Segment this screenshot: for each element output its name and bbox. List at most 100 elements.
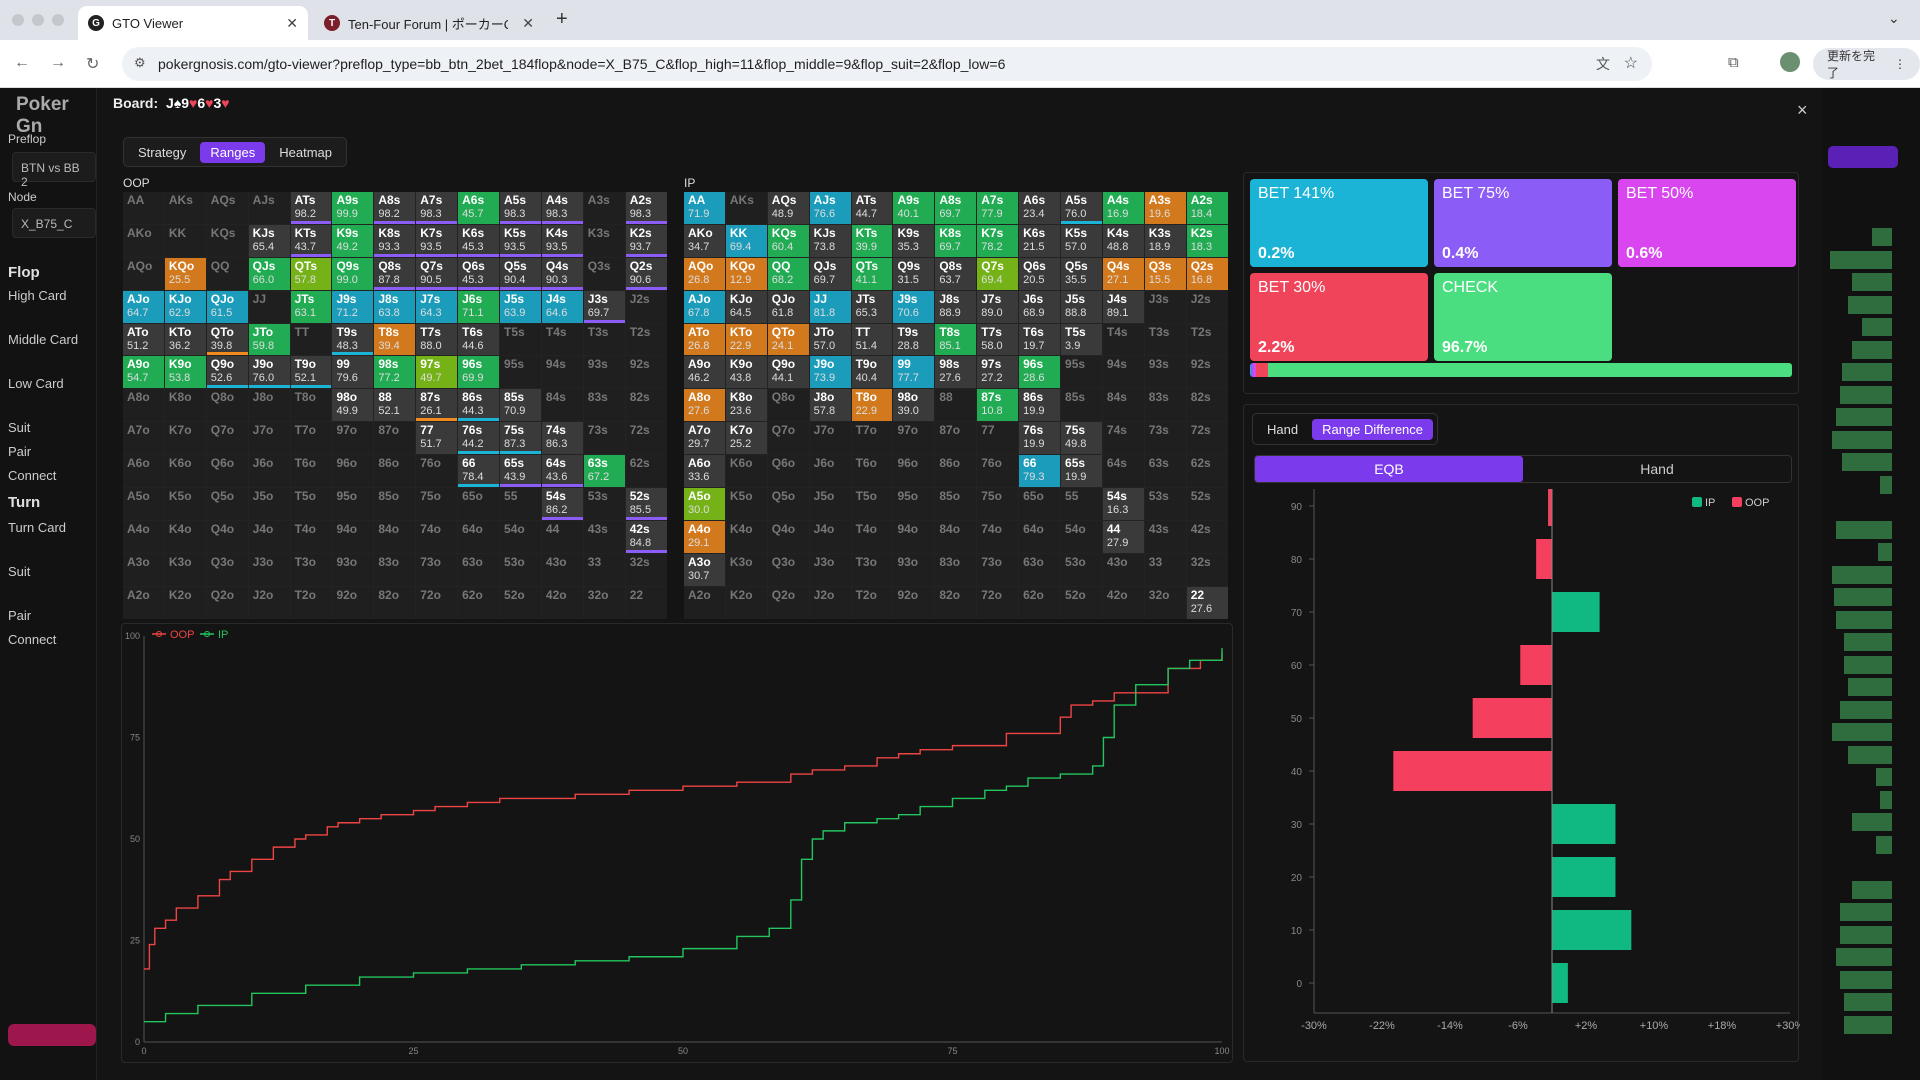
range-cell-52s[interactable]: 52s 85.5 — [625, 488, 667, 520]
range-cell-Q4s[interactable]: Q4s 27.1 — [1102, 257, 1144, 290]
range-cell-A8s[interactable]: A8s 69.7 — [935, 192, 977, 224]
range-cell-J2s[interactable]: J2s — [1186, 290, 1228, 323]
range-cell-Q8o[interactable]: Q8o — [767, 389, 809, 422]
range-cell-QJs[interactable]: QJs 66.0 — [248, 257, 290, 290]
range-cell-T7o[interactable]: T7o — [290, 422, 332, 455]
extensions-puzzle-icon[interactable]: ⧉ — [1728, 54, 1739, 71]
range-cell-K9s[interactable]: K9s 35.3 — [893, 224, 935, 257]
range-cell-98s[interactable]: 98s 27.6 — [935, 356, 977, 389]
range-cell-K4o[interactable]: K4o — [725, 520, 767, 553]
range-cell-AA[interactable]: AA — [123, 192, 164, 224]
range-cell-Q7s[interactable]: Q7s 90.5 — [416, 257, 458, 290]
range-cell-A5s[interactable]: A5s 76.0 — [1061, 192, 1102, 224]
range-cell-86s[interactable]: 86s 44.3 — [458, 389, 500, 422]
range-cell-Q8o[interactable]: Q8o — [206, 389, 248, 422]
range-cell-T2o[interactable]: T2o — [290, 586, 332, 619]
range-cell-T6s[interactable]: T6s 19.7 — [1019, 323, 1061, 356]
range-cell-95s[interactable]: 95s — [1061, 356, 1102, 389]
range-cell-J7s[interactable]: J7s 89.0 — [977, 290, 1019, 323]
range-cell-74s[interactable]: 74s 86.3 — [541, 422, 583, 455]
range-cell-96o[interactable]: 96o — [893, 455, 935, 488]
range-cell-KK[interactable]: KK — [164, 224, 206, 257]
range-cell-32s[interactable]: 32s — [625, 553, 667, 586]
range-cell-A9o[interactable]: A9o 46.2 — [684, 356, 725, 389]
range-cell-T6s[interactable]: T6s 44.6 — [458, 323, 500, 356]
range-cell-52o[interactable]: 52o — [1061, 586, 1102, 619]
range-cell-AQo[interactable]: AQo 26.8 — [684, 257, 725, 290]
range-cell-ATo[interactable]: ATo 26.8 — [684, 323, 725, 356]
action-card-check[interactable]: CHECK 96.7% — [1434, 273, 1612, 361]
bookmark-star-icon[interactable]: ☆ — [1623, 55, 1638, 72]
range-cell-T8o[interactable]: T8o — [290, 389, 332, 422]
range-cell-Q8s[interactable]: Q8s 87.8 — [374, 257, 416, 290]
range-cell-KJs[interactable]: KJs 65.4 — [248, 224, 290, 257]
range-cell-55[interactable]: 55 — [500, 488, 541, 520]
range-cell-73o[interactable]: 73o — [977, 553, 1019, 586]
close-window-control[interactable] — [12, 14, 24, 26]
range-cell-32o[interactable]: 32o — [583, 586, 625, 619]
range-cell-T8o[interactable]: T8o 22.9 — [851, 389, 893, 422]
range-cell-A7s[interactable]: A7s 98.3 — [416, 192, 458, 224]
tab-ranges[interactable]: Ranges — [200, 141, 266, 163]
range-cell-93s[interactable]: 93s — [583, 356, 625, 389]
range-cell-A9o[interactable]: A9o 54.7 — [123, 356, 164, 389]
range-cell-63s[interactable]: 63s 67.2 — [583, 455, 625, 488]
range-cell-JTo[interactable]: JTo 57.0 — [809, 323, 851, 356]
range-cell-Q5o[interactable]: Q5o — [767, 488, 809, 520]
range-cell-87s[interactable]: 87s 10.8 — [977, 389, 1019, 422]
range-cell-76o[interactable]: 76o — [977, 455, 1019, 488]
range-cell-77[interactable]: 77 — [977, 422, 1019, 455]
range-cell-J6s[interactable]: J6s 71.1 — [458, 290, 500, 323]
range-cell-Q8s[interactable]: Q8s 63.7 — [935, 257, 977, 290]
range-cell-J5s[interactable]: J5s 88.8 — [1061, 290, 1102, 323]
browser-tab-gto-viewer[interactable]: G GTO Viewer ✕ — [78, 6, 308, 40]
range-cell-75s[interactable]: 75s 87.3 — [500, 422, 541, 455]
range-cell-K3s[interactable]: K3s — [583, 224, 625, 257]
range-cell-Q7o[interactable]: Q7o — [767, 422, 809, 455]
range-cell-43s[interactable]: 43s — [583, 520, 625, 553]
range-cell-77[interactable]: 77 51.7 — [416, 422, 458, 455]
range-cell-AJs[interactable]: AJs — [248, 192, 290, 224]
range-cell-Q2o[interactable]: Q2o — [206, 586, 248, 619]
tab-search-chevron-icon[interactable]: ⌄ — [1888, 10, 1900, 26]
range-cell-42s[interactable]: 42s — [1186, 520, 1228, 553]
range-cell-J7o[interactable]: J7o — [809, 422, 851, 455]
range-cell-Q5s[interactable]: Q5s 90.4 — [500, 257, 541, 290]
range-cell-K5s[interactable]: K5s 93.5 — [500, 224, 541, 257]
range-cell-Q9s[interactable]: Q9s 99.0 — [332, 257, 374, 290]
range-cell-53s[interactable]: 53s — [583, 488, 625, 520]
range-cell-65s[interactable]: 65s 19.9 — [1061, 455, 1102, 488]
range-cell-82s[interactable]: 82s — [625, 389, 667, 422]
node-input[interactable]: X_B75_C — [12, 208, 96, 238]
range-cell-K5s[interactable]: K5s 57.0 — [1061, 224, 1102, 257]
range-cell-T3o[interactable]: T3o — [851, 553, 893, 586]
range-cell-J4s[interactable]: J4s 89.1 — [1102, 290, 1144, 323]
range-cell-A6o[interactable]: A6o — [123, 455, 164, 488]
range-cell-52s[interactable]: 52s — [1186, 488, 1228, 520]
profile-avatar[interactable] — [1780, 52, 1800, 72]
range-cell-Q9o[interactable]: Q9o 52.6 — [206, 356, 248, 389]
range-cell-92o[interactable]: 92o — [893, 586, 935, 619]
range-cell-76s[interactable]: 76s 44.2 — [458, 422, 500, 455]
range-cell-K8s[interactable]: K8s 69.7 — [935, 224, 977, 257]
background-action-button[interactable] — [8, 1024, 96, 1046]
range-cell-A2s[interactable]: A2s 98.3 — [625, 192, 667, 224]
range-cell-43s[interactable]: 43s — [1144, 520, 1186, 553]
range-cell-QJs[interactable]: QJs 69.7 — [809, 257, 851, 290]
range-cell-72o[interactable]: 72o — [977, 586, 1019, 619]
range-cell-97o[interactable]: 97o — [893, 422, 935, 455]
range-cell-A6o[interactable]: A6o 33.6 — [684, 455, 725, 488]
range-cell-A2s[interactable]: A2s 18.4 — [1186, 192, 1228, 224]
range-cell-85o[interactable]: 85o — [374, 488, 416, 520]
range-cell-K6s[interactable]: K6s 45.3 — [458, 224, 500, 257]
range-cell-Q7s[interactable]: Q7s 69.4 — [977, 257, 1019, 290]
range-cell-A3s[interactable]: A3s 19.6 — [1144, 192, 1186, 224]
range-cell-A9s[interactable]: A9s 40.1 — [893, 192, 935, 224]
range-cell-AKs[interactable]: AKs — [725, 192, 767, 224]
range-cell-Q6s[interactable]: Q6s 45.3 — [458, 257, 500, 290]
range-cell-Q7o[interactable]: Q7o — [206, 422, 248, 455]
range-cell-83o[interactable]: 83o — [374, 553, 416, 586]
range-cell-84o[interactable]: 84o — [374, 520, 416, 553]
range-cell-84o[interactable]: 84o — [935, 520, 977, 553]
range-cell-A3s[interactable]: A3s — [583, 192, 625, 224]
